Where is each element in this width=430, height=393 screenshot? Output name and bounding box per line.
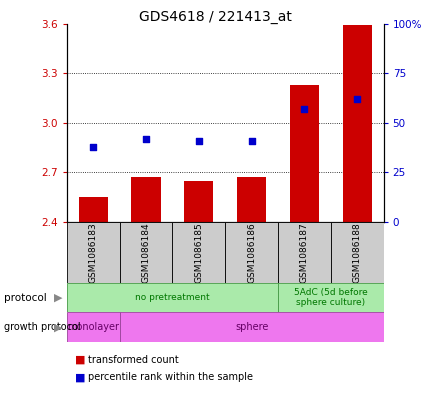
Text: GSM1086188: GSM1086188 xyxy=(352,222,361,283)
Point xyxy=(248,138,255,144)
Bar xyxy=(184,181,213,222)
Text: percentile rank within the sample: percentile rank within the sample xyxy=(88,372,253,382)
Text: 5AdC (5d before
sphere culture): 5AdC (5d before sphere culture) xyxy=(293,288,367,307)
Point xyxy=(353,96,360,102)
Text: monolayer: monolayer xyxy=(67,322,119,332)
Bar xyxy=(67,222,120,283)
Point xyxy=(89,143,96,150)
Text: ▶: ▶ xyxy=(54,322,62,332)
Text: GSM1086186: GSM1086186 xyxy=(246,222,255,283)
Text: ▶: ▶ xyxy=(54,293,62,303)
Bar xyxy=(237,177,265,222)
Text: ■: ■ xyxy=(75,372,86,382)
Text: GSM1086183: GSM1086183 xyxy=(89,222,98,283)
Point xyxy=(142,136,149,142)
Bar xyxy=(224,222,277,283)
Text: transformed count: transformed count xyxy=(88,354,179,365)
Text: GSM1086187: GSM1086187 xyxy=(299,222,308,283)
Bar xyxy=(131,177,160,222)
Bar xyxy=(289,85,318,222)
Bar xyxy=(119,312,383,342)
Text: GSM1086185: GSM1086185 xyxy=(194,222,203,283)
Text: no pretreatment: no pretreatment xyxy=(135,293,209,302)
Text: sphere: sphere xyxy=(234,322,267,332)
Bar xyxy=(119,222,172,283)
Text: GSM1086184: GSM1086184 xyxy=(141,222,150,283)
Point xyxy=(195,138,202,144)
Text: growth protocol: growth protocol xyxy=(4,322,81,332)
Bar xyxy=(67,283,277,312)
Bar xyxy=(172,222,224,283)
Point xyxy=(300,106,307,112)
Text: protocol: protocol xyxy=(4,293,47,303)
Bar xyxy=(79,197,108,222)
Bar xyxy=(330,222,383,283)
Text: ■: ■ xyxy=(75,354,86,365)
Bar xyxy=(277,283,383,312)
Bar xyxy=(342,25,371,222)
Bar xyxy=(277,222,330,283)
Bar xyxy=(67,312,120,342)
Text: GDS4618 / 221413_at: GDS4618 / 221413_at xyxy=(139,10,291,24)
